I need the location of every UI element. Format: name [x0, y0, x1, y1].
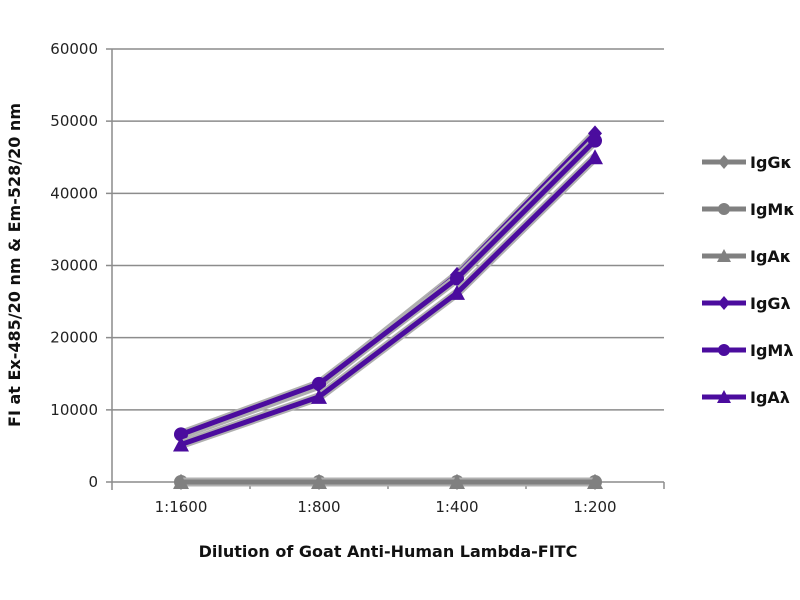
legend-item: IgAλ — [702, 388, 790, 407]
data-point-triangle — [587, 474, 603, 489]
series-4 — [174, 133, 602, 442]
data-point-circle — [718, 203, 730, 215]
data-point-circle — [588, 133, 602, 148]
data-point-triangle — [173, 474, 189, 489]
data-point-circle — [718, 344, 730, 356]
y-tick-label: 60000 — [50, 40, 98, 58]
legend-item: IgGκ — [702, 153, 792, 172]
legend-label: IgGλ — [750, 294, 791, 313]
y-tick-label: 40000 — [50, 184, 98, 202]
data-point-triangle — [587, 149, 603, 165]
data-point-triangle — [311, 474, 327, 489]
data-point-circle — [174, 427, 188, 442]
data-point-triangle — [449, 284, 465, 300]
data-point-circle — [312, 376, 326, 391]
legend-label: IgMκ — [750, 200, 795, 219]
y-tick-label: 30000 — [50, 257, 98, 275]
series-line-halo — [179, 130, 599, 440]
data-point-triangle — [717, 390, 731, 403]
legend-item: IgMλ — [702, 341, 793, 360]
y-axis-title: FI at Ex-485/20 nm & Em-528/20 nm — [5, 103, 24, 427]
series-line — [180, 131, 597, 438]
data-point-triangle — [311, 388, 327, 404]
legend-item: IgAκ — [702, 247, 791, 266]
legend-label: IgAλ — [750, 388, 790, 407]
data-point-triangle — [449, 474, 465, 489]
data-point-diamond — [718, 296, 730, 310]
x-tick-label: 1:800 — [297, 498, 340, 516]
y-tick-label: 0 — [88, 473, 98, 491]
y-tick-label: 50000 — [50, 112, 98, 130]
series-5 — [173, 149, 603, 452]
series-line-halo — [179, 137, 599, 439]
legend-item: IgGλ — [702, 294, 791, 313]
y-tick-label: 10000 — [50, 401, 98, 419]
legend-label: IgAκ — [750, 247, 791, 266]
legend-item: IgMκ — [702, 200, 795, 219]
x-tick-label: 1:1600 — [155, 498, 208, 516]
y-tick-label: 20000 — [50, 329, 98, 347]
y-tick-labels: 0 10000 20000 30000 40000 50000 60000 — [50, 40, 98, 491]
legend: IgGκ IgMκ IgAκ IgGλ IgMλ IgAλ — [702, 153, 795, 407]
gridlines — [106, 48, 665, 490]
series-line — [180, 155, 597, 447]
data-point-circle — [450, 271, 464, 286]
series-2 — [173, 474, 603, 489]
legend-label: IgGκ — [750, 153, 792, 172]
series-3 — [174, 125, 602, 444]
data-point-triangle — [173, 436, 189, 452]
data-point-diamond — [718, 155, 730, 169]
series-group — [173, 125, 603, 490]
x-tick-label: 1:200 — [573, 498, 616, 516]
legend-label: IgMλ — [750, 341, 793, 360]
series-line — [180, 138, 597, 437]
x-tick-label: 1:400 — [435, 498, 478, 516]
x-tick-labels: 1:1600 1:800 1:400 1:200 — [155, 498, 617, 516]
data-point-triangle — [717, 249, 731, 262]
x-axis-title: Dilution of Goat Anti-Human Lambda-FITC — [199, 542, 578, 561]
